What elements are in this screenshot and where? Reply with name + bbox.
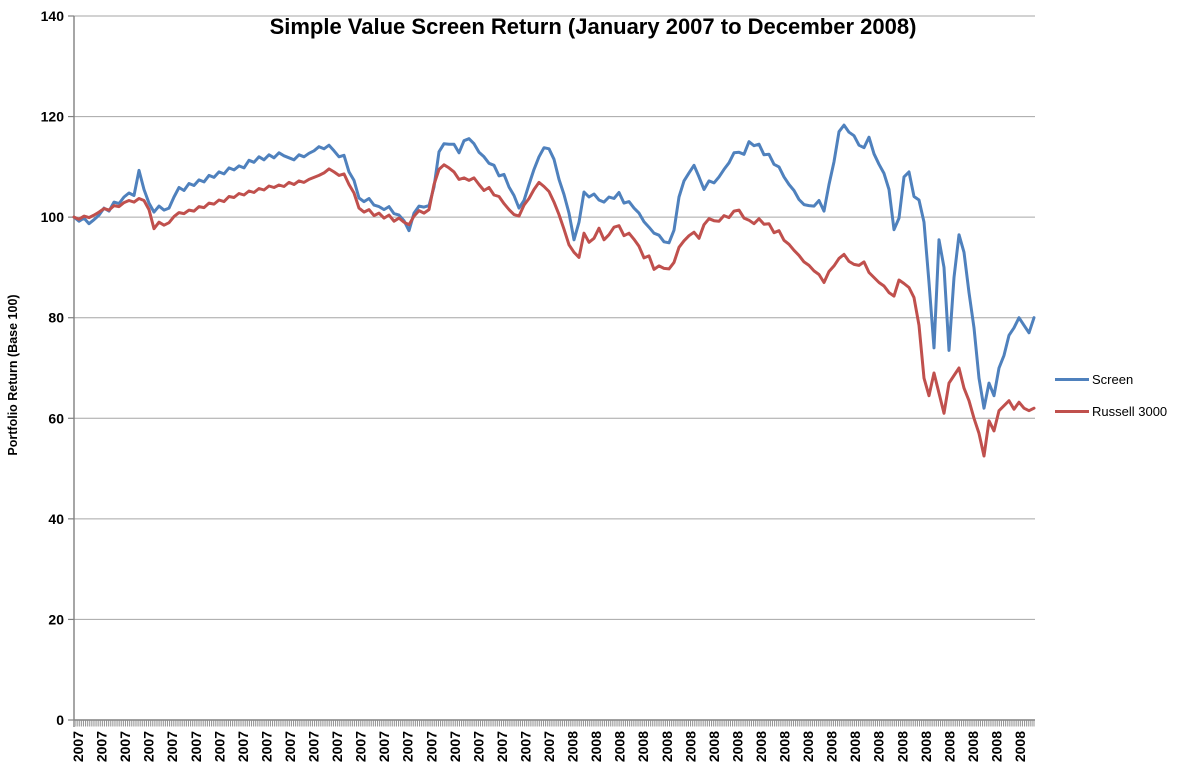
svg-text:2008: 2008 — [871, 731, 887, 762]
legend-line-screen — [1055, 377, 1089, 381]
svg-text:2007: 2007 — [306, 731, 322, 762]
y-gridlines — [68, 15, 1035, 721]
svg-text:2008: 2008 — [941, 731, 957, 762]
svg-text:2007: 2007 — [470, 731, 486, 762]
svg-text:2007: 2007 — [141, 731, 157, 762]
svg-text:2007: 2007 — [188, 731, 204, 762]
svg-text:120: 120 — [41, 109, 65, 125]
legend-label-screen: Screen — [1092, 371, 1134, 387]
svg-text:2007: 2007 — [211, 731, 227, 762]
russell-3000-series-line — [72, 163, 1036, 458]
svg-text:2008: 2008 — [777, 731, 793, 762]
svg-text:2007: 2007 — [282, 731, 298, 762]
svg-text:2007: 2007 — [447, 731, 463, 762]
svg-text:2007: 2007 — [376, 731, 392, 762]
svg-text:140: 140 — [41, 8, 65, 24]
svg-text:2007: 2007 — [164, 731, 180, 762]
svg-text:2007: 2007 — [70, 731, 86, 762]
svg-text:60: 60 — [48, 410, 64, 426]
svg-text:2008: 2008 — [612, 731, 628, 762]
svg-text:2007: 2007 — [94, 731, 110, 762]
legend: Screen Russell 3000 — [1055, 371, 1167, 435]
svg-text:2008: 2008 — [894, 731, 910, 762]
legend-item-russell-3000: Russell 3000 — [1055, 403, 1167, 419]
legend-line-russell-3000 — [1055, 409, 1089, 413]
legend-label-russell-3000: Russell 3000 — [1092, 403, 1168, 419]
svg-text:2008: 2008 — [682, 731, 698, 762]
svg-text:2007: 2007 — [400, 731, 416, 762]
svg-text:20: 20 — [48, 611, 64, 627]
svg-text:2008: 2008 — [847, 731, 863, 762]
svg-text:2008: 2008 — [753, 731, 769, 762]
y-tick-labels: 0 20 40 60 80 100 120 140 — [41, 8, 65, 728]
svg-text:2007: 2007 — [494, 731, 510, 762]
svg-text:2008: 2008 — [729, 731, 745, 762]
svg-text:2007: 2007 — [117, 731, 133, 762]
svg-text:40: 40 — [48, 511, 64, 527]
svg-text:2008: 2008 — [800, 731, 816, 762]
svg-text:2008: 2008 — [588, 731, 604, 762]
svg-text:2008: 2008 — [965, 731, 981, 762]
svg-text:2008: 2008 — [918, 731, 934, 762]
svg-text:100: 100 — [41, 209, 65, 225]
x-minor-ticks — [73, 720, 1035, 727]
svg-text:2008: 2008 — [659, 731, 675, 762]
svg-text:2007: 2007 — [423, 731, 439, 762]
svg-text:2007: 2007 — [353, 731, 369, 762]
svg-text:80: 80 — [48, 310, 64, 326]
svg-text:0: 0 — [56, 712, 64, 728]
legend-item-screen: Screen — [1055, 371, 1167, 387]
svg-text:2008: 2008 — [989, 731, 1005, 762]
x-tick-labels: 2007 2007 2007 2007 2007 2007 2007 2007 2007 2007… — [70, 731, 1028, 762]
svg-text:2007: 2007 — [518, 731, 534, 762]
svg-text:2007: 2007 — [541, 731, 557, 762]
svg-text:2007: 2007 — [329, 731, 345, 762]
svg-text:2008: 2008 — [635, 731, 651, 762]
chart-title: Simple Value Screen Return (January 2007… — [269, 14, 917, 39]
screen-series-line — [72, 123, 1036, 410]
svg-text:2008: 2008 — [706, 731, 722, 762]
svg-text:2008: 2008 — [824, 731, 840, 762]
svg-text:2008: 2008 — [1012, 731, 1028, 762]
svg-text:2007: 2007 — [235, 731, 251, 762]
svg-text:2008: 2008 — [565, 731, 581, 762]
svg-text:2007: 2007 — [258, 731, 274, 762]
